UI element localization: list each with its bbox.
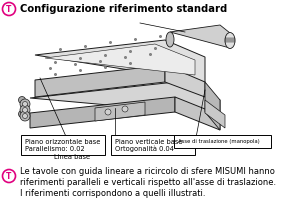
Polygon shape	[205, 82, 220, 130]
Polygon shape	[35, 40, 205, 82]
Text: T: T	[6, 4, 12, 14]
Polygon shape	[30, 82, 220, 115]
Polygon shape	[95, 102, 145, 121]
Polygon shape	[45, 44, 195, 75]
Text: Piano verticale base: Piano verticale base	[115, 139, 182, 145]
Text: Linea base: Linea base	[54, 154, 90, 160]
Circle shape	[20, 105, 30, 115]
Text: Ortogonalità 0.04: Ortogonalità 0.04	[115, 146, 174, 152]
Text: Parallelismo: 0.02: Parallelismo: 0.02	[25, 146, 85, 152]
FancyBboxPatch shape	[111, 135, 195, 155]
Text: T: T	[6, 172, 12, 180]
Circle shape	[22, 101, 28, 107]
Circle shape	[122, 106, 128, 112]
Text: Asse di traslazione (manopola): Asse di traslazione (manopola)	[178, 139, 260, 144]
Polygon shape	[165, 65, 205, 97]
Text: riferimenti paralleli e verticali rispetto all'asse di traslazione.: riferimenti paralleli e verticali rispet…	[20, 178, 276, 186]
Circle shape	[22, 113, 28, 119]
Polygon shape	[170, 25, 230, 48]
Ellipse shape	[166, 32, 174, 47]
Circle shape	[22, 107, 28, 113]
Text: Le tavole con guida lineare a ricircolo di sfere MISUMI hanno: Le tavole con guida lineare a ricircolo …	[20, 166, 275, 176]
Circle shape	[105, 109, 111, 115]
FancyBboxPatch shape	[21, 135, 105, 155]
Text: Configurazione riferimento standard: Configurazione riferimento standard	[20, 4, 227, 14]
Circle shape	[20, 99, 30, 109]
Circle shape	[19, 97, 26, 103]
Polygon shape	[175, 97, 220, 130]
Circle shape	[19, 111, 26, 117]
Circle shape	[20, 111, 30, 121]
Polygon shape	[30, 97, 175, 128]
Ellipse shape	[225, 32, 235, 48]
Polygon shape	[35, 65, 165, 97]
Polygon shape	[205, 100, 225, 128]
Text: I riferimenti corrispondono a quelli illustrati.: I riferimenti corrispondono a quelli ill…	[20, 188, 205, 198]
FancyBboxPatch shape	[174, 135, 271, 148]
Text: Piano orizzontale base: Piano orizzontale base	[25, 139, 100, 145]
